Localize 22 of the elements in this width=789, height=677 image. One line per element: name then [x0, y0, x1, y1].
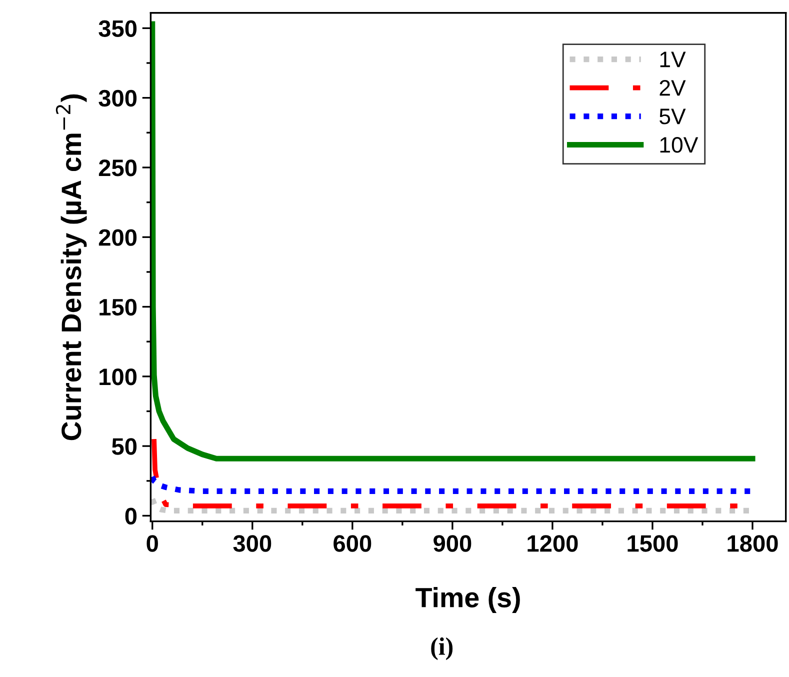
- y-tick-label: 0: [125, 508, 137, 525]
- y-tick-label: 50: [112, 438, 137, 455]
- x-tick-label: 0: [146, 535, 158, 552]
- x-tick-label: 300: [233, 535, 272, 552]
- legend-label: 2V: [660, 80, 686, 96]
- legend-label: 1V: [660, 52, 686, 68]
- x-axis-title: Time (s): [416, 587, 520, 613]
- legend-label: 10V: [660, 137, 698, 153]
- y-tick-label: 150: [100, 298, 137, 316]
- y-axis-title: Current Density (µA cm$^{−2}$): [56, 94, 87, 440]
- x-tick-label: 1500: [628, 535, 678, 552]
- x-tick-label: 900: [434, 535, 472, 552]
- y-tick-label: 100: [100, 368, 137, 386]
- x-tick-label: 600: [334, 535, 372, 552]
- legend-label: 5V: [660, 108, 686, 124]
- y-tick-label: 350: [98, 20, 137, 38]
- y-tick-label: 200: [98, 229, 137, 246]
- y-tick-label: 300: [98, 90, 137, 107]
- text: (i): [431, 637, 453, 660]
- y-tick-label: 250: [98, 160, 137, 176]
- x-tick-label: 1200: [528, 535, 578, 552]
- x-tick-label: 1800: [728, 535, 778, 552]
